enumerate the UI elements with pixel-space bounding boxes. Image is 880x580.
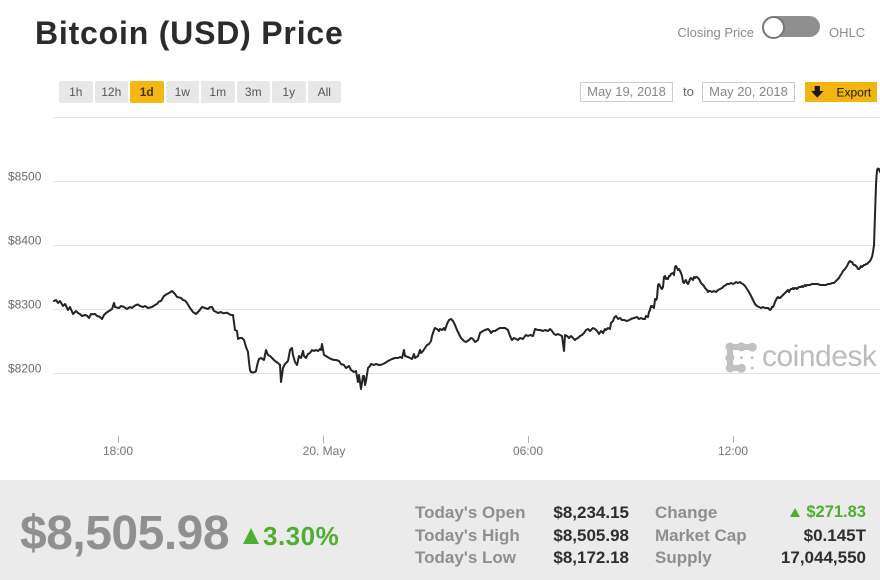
svg-text:12:00: 12:00 [718, 444, 748, 458]
svg-text:$8400: $8400 [8, 234, 42, 248]
svg-text:$8200: $8200 [8, 362, 42, 376]
svg-text:coindesk: coindesk [762, 340, 878, 373]
svg-text:$8300: $8300 [8, 298, 42, 312]
svg-text:20. May: 20. May [303, 444, 346, 458]
svg-text:Export: Export [837, 86, 872, 100]
svg-text:18:00: 18:00 [103, 444, 133, 458]
svg-text:06:00: 06:00 [513, 444, 543, 458]
svg-text:$8500: $8500 [8, 170, 42, 184]
